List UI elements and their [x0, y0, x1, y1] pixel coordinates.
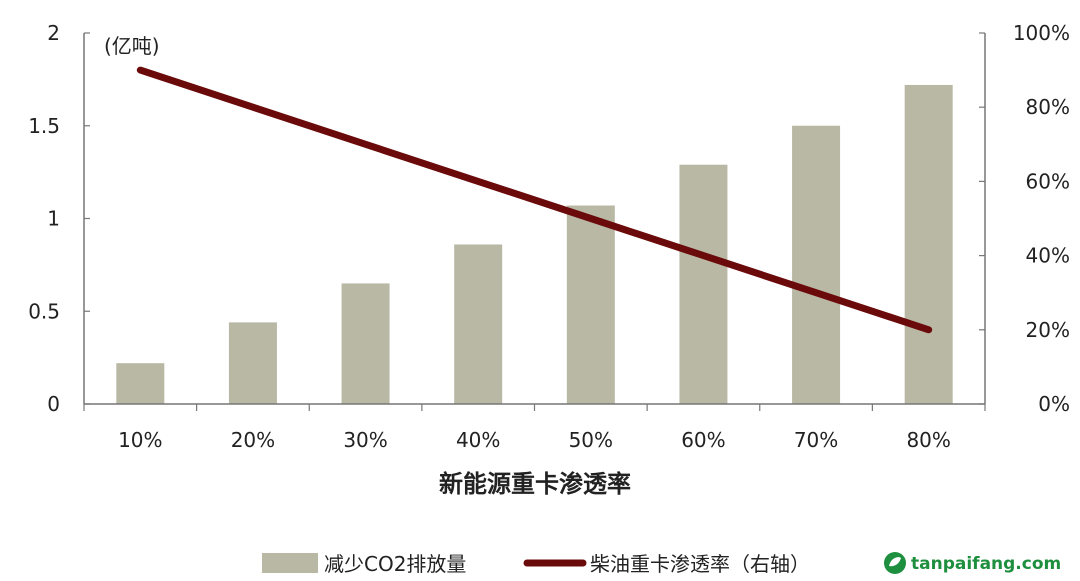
y-right-axis-ticks: 0% 20% 40% 60% 80% 100% [979, 21, 1070, 416]
legend-label-line: 柴油重卡渗透率（右轴） [590, 552, 810, 576]
legend: 减少CO2排放量 柴油重卡渗透率（右轴） [262, 552, 810, 576]
watermark: tanpaifang.com [884, 552, 1061, 574]
bar-20% [228, 322, 277, 404]
bar-30% [341, 283, 390, 404]
bar-50% [566, 205, 615, 404]
y-right-tick-label: 0% [1038, 392, 1070, 416]
bar-40% [454, 244, 503, 404]
x-tick-label: 60% [681, 428, 725, 452]
x-axis-ticks: 10% 20% 30% 40% 50% 60% 70% 80% [83, 404, 986, 452]
bar-10% [116, 363, 165, 404]
legend-swatch-bars [262, 553, 318, 573]
x-tick-label: 80% [906, 428, 950, 452]
y-left-tick-label: 1 [47, 207, 60, 231]
y-left-unit-label: (亿吨) [104, 34, 160, 58]
y-right-tick-label: 80% [1026, 95, 1070, 119]
bar-80% [904, 84, 953, 404]
watermark-text: tanpaifang.com [911, 554, 1061, 574]
y-right-tick-label: 60% [1026, 169, 1070, 193]
diesel-penetration-line [136, 66, 933, 334]
y-left-tick-label: 1.5 [28, 114, 60, 138]
bar-60% [679, 164, 728, 404]
y-right-tick-label: 20% [1026, 318, 1070, 342]
y-left-tick-label: 0.5 [28, 299, 60, 323]
x-tick-label: 50% [569, 428, 613, 452]
line-series [136, 66, 933, 334]
y-right-tick-label: 100% [1013, 21, 1070, 45]
y-left-axis-ticks: 0 0.5 1 1.5 2 [28, 21, 90, 416]
y-right-tick-label: 40% [1026, 244, 1070, 268]
y-left-tick-label: 0 [47, 392, 60, 416]
x-tick-label: 70% [794, 428, 838, 452]
y-left-tick-label: 2 [47, 21, 60, 45]
x-tick-label: 40% [456, 428, 500, 452]
x-tick-label: 10% [118, 428, 162, 452]
x-tick-label: 20% [231, 428, 275, 452]
bar-series [116, 84, 953, 404]
leaf-shape [889, 557, 901, 567]
x-axis-title: 新能源重卡渗透率 [439, 470, 631, 498]
x-tick-label: 30% [343, 428, 387, 452]
bar-70% [792, 125, 841, 404]
legend-label-bars: 减少CO2排放量 [324, 552, 466, 576]
